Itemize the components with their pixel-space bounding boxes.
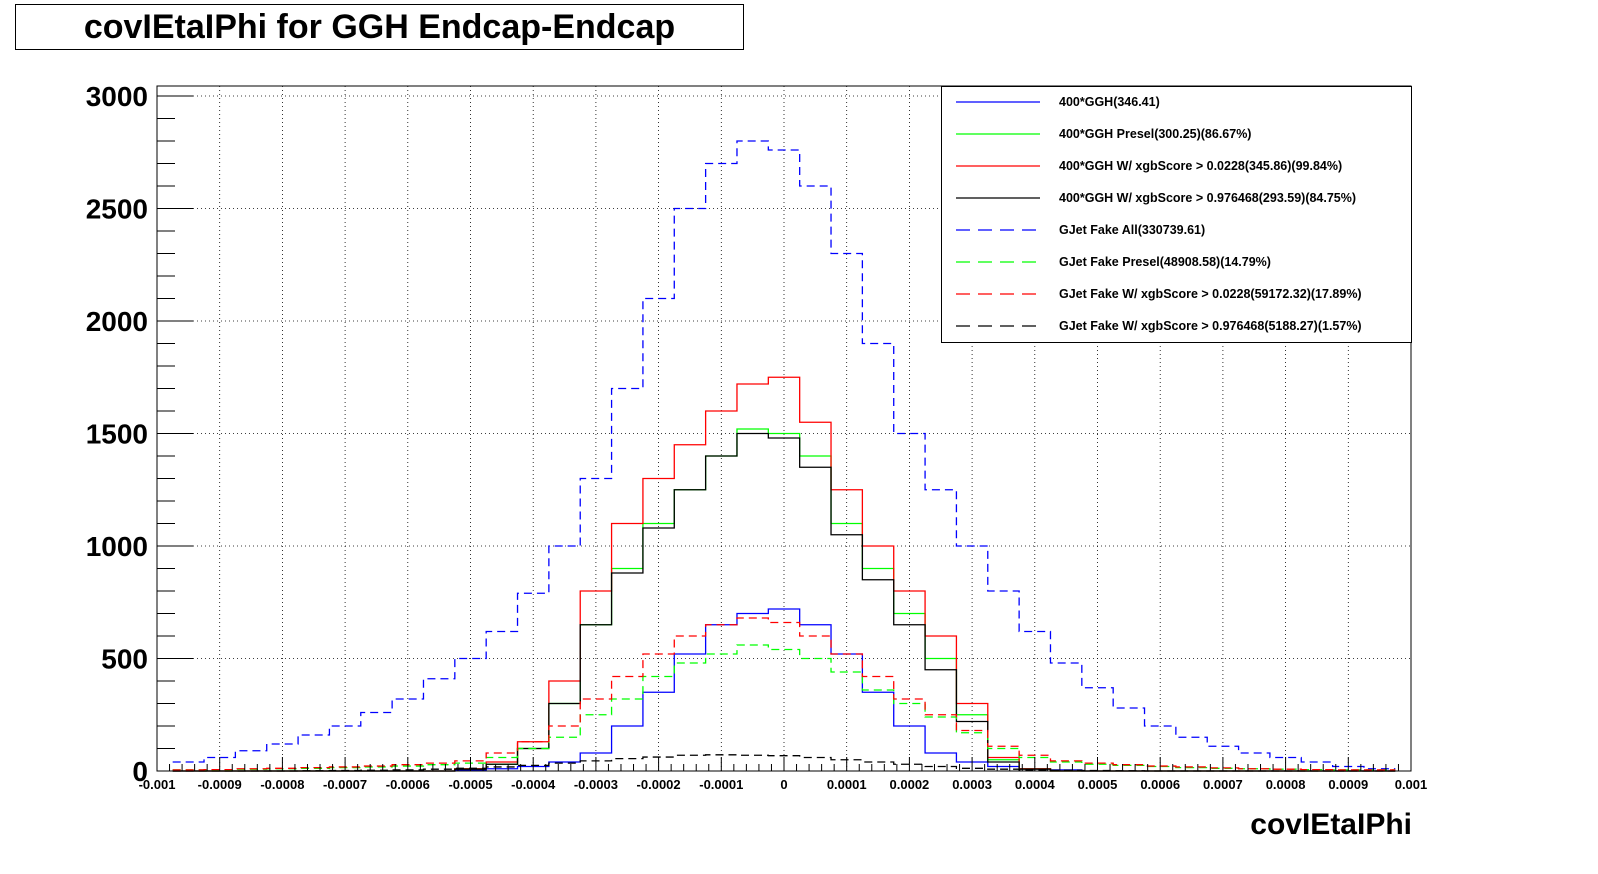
y-tick-label: 1500 <box>86 419 148 450</box>
x-tick-label: -0.001 <box>139 777 176 792</box>
legend-swatch <box>956 197 1040 199</box>
x-axis-label: covIEtaIPhi <box>1250 808 1412 841</box>
legend-label: GJet Fake W/ xgbScore > 0.0228(59172.32)… <box>1059 287 1362 301</box>
y-tick-label: 2500 <box>86 194 148 225</box>
legend-label: GJet Fake Presel(48908.58)(14.79%) <box>1059 255 1271 269</box>
x-tick-label: 0.0003 <box>952 777 992 792</box>
y-tick-label: 500 <box>101 644 148 675</box>
legend-entry: 400*GGH Presel(300.25)(86.67%) <box>942 124 1411 144</box>
legend-label: GJet Fake All(330739.61) <box>1059 223 1206 237</box>
legend-entry: GJet Fake W/ xgbScore > 0.0228(59172.32)… <box>942 284 1411 304</box>
series-line-5 <box>172 644 1396 771</box>
legend-swatch <box>956 261 1040 263</box>
x-tick-label: -0.0005 <box>448 777 492 792</box>
y-tick-label: 1000 <box>86 531 148 562</box>
x-tick-label: 0.0009 <box>1328 777 1368 792</box>
x-tick-label: -0.0004 <box>511 777 556 792</box>
legend-entry: GJet Fake All(330739.61) <box>942 220 1411 240</box>
legend-swatch <box>956 165 1040 167</box>
x-tick-label: 0.0005 <box>1078 777 1118 792</box>
y-tick-label: 3000 <box>86 81 148 112</box>
y-tick-label: 0 <box>132 756 148 787</box>
chart-title: covIEtaIPhi for GGH Endcap-Endcap <box>15 4 744 50</box>
legend-swatch <box>956 229 1040 231</box>
x-tick-label: -0.0009 <box>198 777 242 792</box>
legend: 400*GGH(346.41) 400*GGH Presel(300.25)(86… <box>941 86 1412 343</box>
legend-entry: 400*GGH W/ xgbScore > 0.0228(345.86)(99.… <box>942 156 1411 176</box>
legend-label: 400*GGH W/ xgbScore > 0.976468(293.59)(8… <box>1059 191 1357 205</box>
legend-label: 400*GGH(346.41) <box>1059 95 1160 109</box>
legend-swatch <box>956 101 1040 103</box>
series-line-4 <box>172 140 1396 770</box>
x-tick-label: -0.0002 <box>637 777 681 792</box>
x-tick-label: -0.0007 <box>323 777 367 792</box>
x-tick-label: 0.0002 <box>890 777 930 792</box>
axes: -0.001 -0.0009 -0.0008 -0.0007 -0.0006 -0.000… <box>86 81 1428 792</box>
x-tick-label: -0.0003 <box>574 777 618 792</box>
x-tick-label: 0.001 <box>1395 777 1428 792</box>
series-line-1 <box>172 428 1396 772</box>
x-tick-label: -0.0006 <box>386 777 430 792</box>
x-tick-label: 0.0004 <box>1015 777 1056 792</box>
series-line-6 <box>172 617 1396 771</box>
legend-swatch <box>956 293 1040 295</box>
legend-swatch <box>956 133 1040 135</box>
legend-label: 400*GGH W/ xgbScore > 0.0228(345.86)(99.… <box>1059 159 1343 173</box>
legend-label: GJet Fake W/ xgbScore > 0.976468(5188.27… <box>1059 319 1362 333</box>
x-tick-label: -0.0001 <box>699 777 743 792</box>
legend-swatch <box>956 325 1040 327</box>
legend-entry: 400*GGH W/ xgbScore > 0.976468(293.59)(8… <box>942 188 1411 208</box>
x-tick-label: 0.0001 <box>827 777 867 792</box>
legend-entry: GJet Fake W/ xgbScore > 0.976468(5188.27… <box>942 316 1411 336</box>
legend-label: 400*GGH Presel(300.25)(86.67%) <box>1059 127 1252 141</box>
legend-entry: 400*GGH(346.41) <box>942 92 1411 112</box>
x-tick-label: 0.0006 <box>1140 777 1180 792</box>
x-tick-label: 0.0007 <box>1203 777 1243 792</box>
legend-entry: GJet Fake Presel(48908.58)(14.79%) <box>942 252 1411 272</box>
x-tick-label: 0 <box>780 777 787 792</box>
x-tick-label: -0.0008 <box>260 777 304 792</box>
y-tick-label: 2000 <box>86 306 148 337</box>
x-tick-label: 0.0008 <box>1266 777 1306 792</box>
